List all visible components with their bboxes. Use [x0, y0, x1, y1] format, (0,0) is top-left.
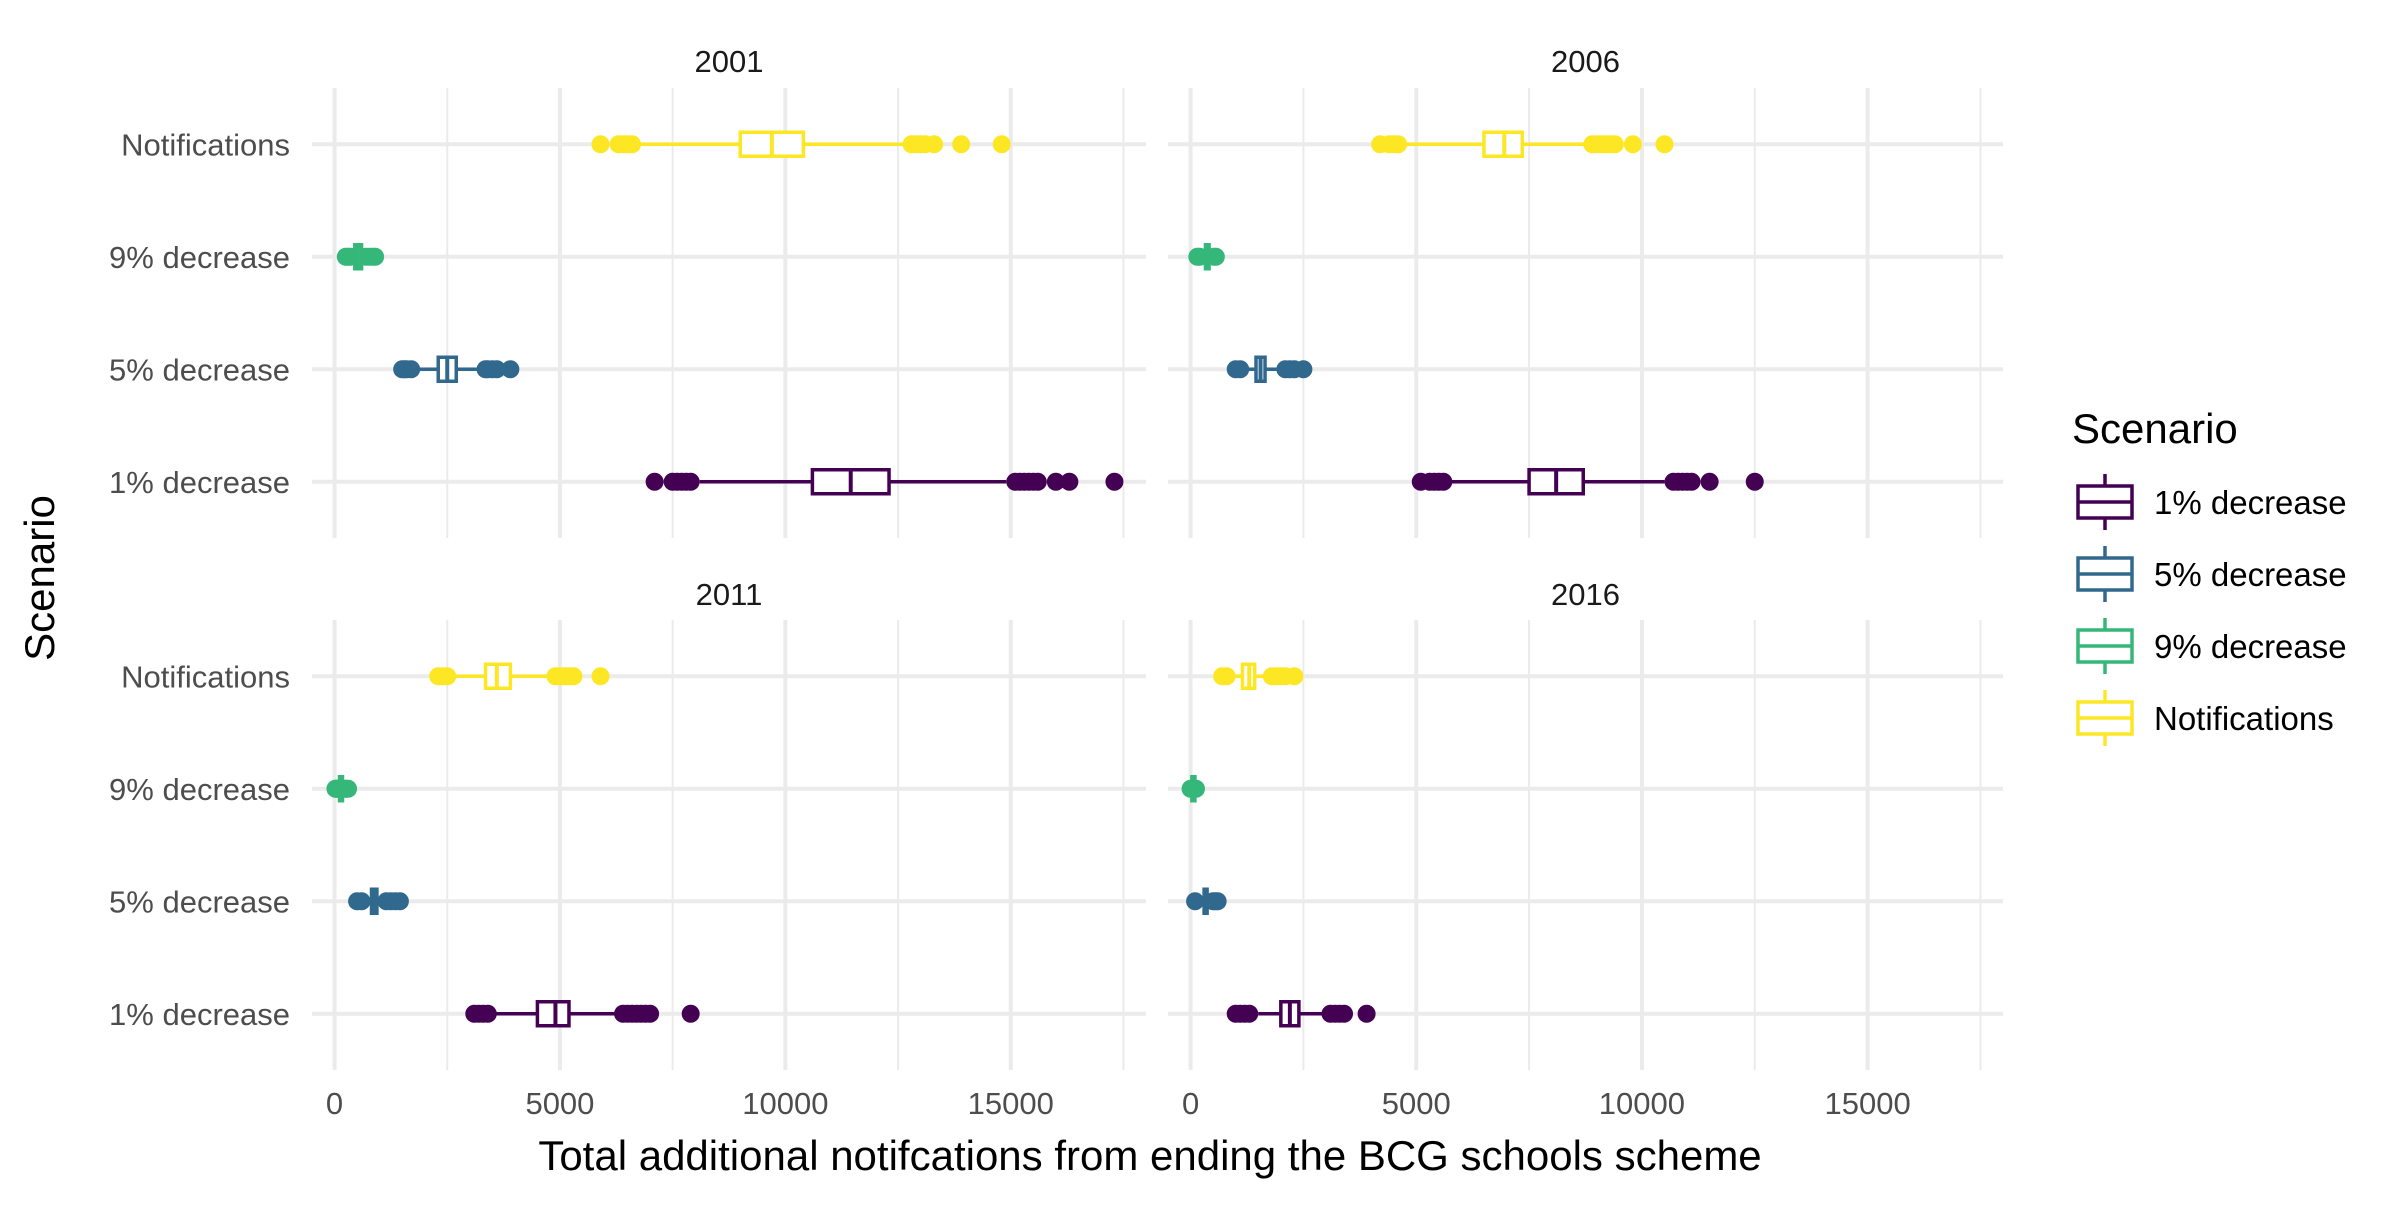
x-tick-label: 10000	[742, 1086, 828, 1121]
x-axis-title: Total additional notifcations from endin…	[538, 1132, 1761, 1179]
outlier-point	[623, 135, 642, 154]
outlier-point	[478, 1004, 497, 1023]
panel-title-2011: 2011	[696, 577, 763, 612]
y-tick-label: 9% decrease	[109, 240, 290, 275]
outlier-point	[1700, 472, 1719, 491]
outlier-point	[591, 135, 610, 154]
outlier-point	[1217, 667, 1236, 686]
panel-title-2001: 2001	[695, 44, 764, 79]
outlier-point	[645, 472, 664, 491]
outlier-point	[438, 667, 457, 686]
y-axis-title: Scenario	[16, 495, 63, 661]
x-tick-label: 5000	[525, 1086, 594, 1121]
outlier-point	[1285, 667, 1304, 686]
outlier-point	[1046, 472, 1065, 491]
outlier-point	[1357, 1004, 1376, 1023]
outlier-point	[1208, 892, 1227, 911]
legend-label: 1% decrease	[2154, 484, 2347, 521]
outlier-point	[1240, 1004, 1259, 1023]
outlier-point	[487, 360, 506, 379]
outlier-point	[1060, 472, 1079, 491]
outlier-point	[1745, 472, 1764, 491]
outlier-point	[1655, 135, 1674, 154]
outlier-point	[1682, 472, 1701, 491]
outlier-point	[402, 360, 421, 379]
outlier-point	[1434, 472, 1453, 491]
outlier-point	[952, 135, 971, 154]
box-iqr	[535, 1000, 571, 1028]
y-tick-label: 5% decrease	[109, 884, 290, 919]
outlier-point	[564, 667, 583, 686]
outlier-point	[1186, 892, 1205, 911]
y-tick-label: 9% decrease	[109, 772, 290, 807]
y-tick-label: 5% decrease	[109, 352, 290, 387]
legend-title: Scenario	[2072, 405, 2238, 452]
outlier-point	[1294, 360, 1313, 379]
x-tick-label: 15000	[1824, 1086, 1910, 1121]
outlier-point	[681, 472, 700, 491]
x-tick-label: 0	[1182, 1086, 1199, 1121]
outlier-point	[1623, 135, 1642, 154]
y-tick-label: Notifications	[121, 659, 290, 694]
x-tick-label: 5000	[1382, 1086, 1451, 1121]
outlier-point	[1605, 135, 1624, 154]
legend-label: 9% decrease	[2154, 628, 2347, 665]
outlier-point	[1028, 472, 1047, 491]
panel-title-2006: 2006	[1551, 44, 1620, 79]
x-tick-label: 0	[326, 1086, 343, 1121]
outlier-point	[925, 135, 944, 154]
outlier-point	[1389, 135, 1408, 154]
legend-label: Notifications	[2154, 700, 2334, 737]
outlier-point	[1231, 360, 1250, 379]
x-tick-label: 10000	[1599, 1086, 1685, 1121]
outlier-point	[366, 247, 385, 266]
outlier-point	[1206, 247, 1225, 266]
y-tick-label: 1% decrease	[109, 465, 290, 500]
outlier-point	[501, 360, 520, 379]
legend-label: 5% decrease	[2154, 556, 2347, 593]
outlier-point	[992, 135, 1011, 154]
outlier-point	[681, 1004, 700, 1023]
outlier-point	[1335, 1004, 1354, 1023]
panel-title-2016: 2016	[1551, 577, 1620, 612]
outlier-point	[1105, 472, 1124, 491]
outlier-point	[352, 892, 371, 911]
outlier-point	[641, 1004, 660, 1023]
y-tick-label: 1% decrease	[109, 997, 290, 1032]
outlier-point	[591, 667, 610, 686]
outlier-point	[390, 892, 409, 911]
x-tick-label: 15000	[968, 1086, 1054, 1121]
y-tick-label: Notifications	[121, 127, 290, 162]
